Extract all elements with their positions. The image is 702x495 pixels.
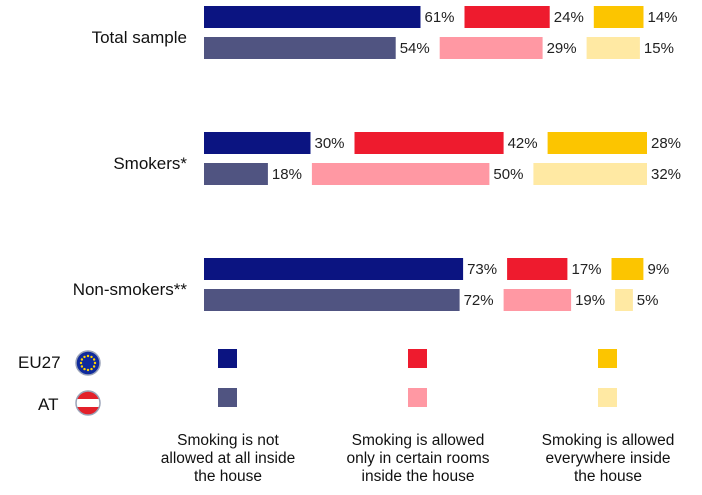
bar-total-sample-eu27-certain-rooms bbox=[464, 6, 550, 28]
legend-swatch-at-not-allowed bbox=[218, 388, 237, 407]
bar-non-smokers-at-certain-rooms bbox=[503, 289, 572, 311]
bar-smokers-at-not-allowed bbox=[204, 163, 268, 185]
bar-non-smokers-at-not-allowed bbox=[204, 289, 460, 311]
legend-swatch-at-everywhere bbox=[598, 388, 617, 407]
bar-smokers-at-everywhere bbox=[533, 163, 647, 185]
value-label: 50% bbox=[493, 166, 523, 183]
legend-swatch-eu27-not-allowed bbox=[218, 349, 237, 368]
value-label: 5% bbox=[637, 292, 659, 309]
legend-swatches bbox=[218, 349, 617, 407]
value-label: 29% bbox=[547, 40, 577, 57]
bar-total-sample-at-everywhere bbox=[586, 37, 640, 59]
legend-swatch-eu27-certain-rooms bbox=[408, 349, 427, 368]
legend-swatch-at-certain-rooms bbox=[408, 388, 427, 407]
value-label: 42% bbox=[508, 135, 538, 152]
value-label: 14% bbox=[648, 9, 678, 26]
legend-region-at: AT bbox=[38, 395, 58, 414]
value-label: 28% bbox=[651, 135, 681, 152]
bar-non-smokers-eu27-everywhere bbox=[611, 258, 644, 280]
bar-non-smokers-at-everywhere bbox=[615, 289, 633, 311]
bar-total-sample-eu27-not-allowed bbox=[204, 6, 421, 28]
bar-total-sample-at-not-allowed bbox=[204, 37, 396, 59]
bar-non-smokers-eu27-certain-rooms bbox=[507, 258, 568, 280]
value-label: 19% bbox=[575, 292, 605, 309]
value-label: 32% bbox=[651, 166, 681, 183]
bar-smokers-eu27-certain-rooms bbox=[354, 132, 504, 154]
bar-smokers-at-certain-rooms bbox=[311, 163, 490, 185]
austria-flag-icon bbox=[75, 390, 101, 416]
legend-label-not-allowed: Smoking is not allowed at all inside the… bbox=[160, 432, 296, 485]
bar-smokers-eu27-not-allowed bbox=[204, 132, 311, 154]
value-label: 54% bbox=[400, 40, 430, 57]
bars-layer: Total sample 61% 24% 14% 54% 29% 15% Smokers* 30… bbox=[73, 6, 681, 311]
bar-total-sample-eu27-everywhere bbox=[593, 6, 644, 28]
category-label-non-smokers: Non-smokers** bbox=[73, 280, 188, 299]
bar-total-sample-at-certain-rooms bbox=[439, 37, 543, 59]
legend-region-eu27: EU27 bbox=[18, 353, 61, 372]
bar-non-smokers-eu27-not-allowed bbox=[204, 258, 464, 280]
category-label-total-sample: Total sample bbox=[92, 28, 187, 47]
legend-label-everywhere: Smoking is allowed everywhere inside the… bbox=[541, 432, 675, 485]
eu-flag-icon bbox=[75, 350, 101, 376]
legend-label-certain-rooms: Smoking is allowed only in certain rooms… bbox=[346, 432, 490, 485]
value-label: 17% bbox=[572, 261, 602, 278]
value-label: 9% bbox=[648, 261, 670, 278]
value-label: 18% bbox=[272, 166, 302, 183]
category-label-smokers: Smokers* bbox=[113, 154, 187, 173]
value-label: 30% bbox=[315, 135, 345, 152]
legend-swatch-eu27-everywhere bbox=[598, 349, 617, 368]
value-label: 72% bbox=[464, 292, 494, 309]
value-label: 15% bbox=[644, 40, 674, 57]
value-label: 24% bbox=[554, 9, 584, 26]
value-label: 61% bbox=[425, 9, 455, 26]
bar-smokers-eu27-everywhere bbox=[547, 132, 647, 154]
value-label: 73% bbox=[467, 261, 497, 278]
